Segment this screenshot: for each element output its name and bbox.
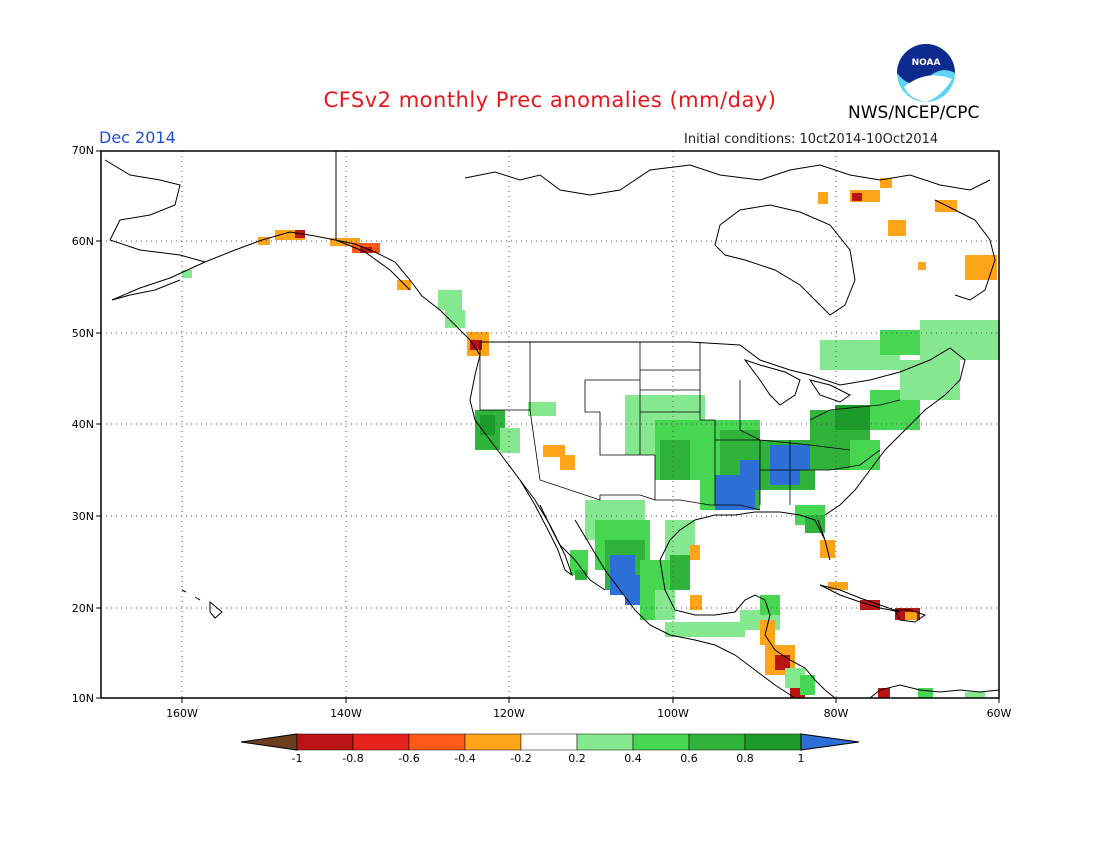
colorbar-segment: [464, 733, 522, 751]
anomaly-cell: [878, 688, 890, 698]
anomaly-cell: [655, 590, 675, 620]
noaa-logo-text: NOAA: [912, 58, 941, 68]
lat-label-60n: 60N: [71, 235, 94, 248]
anomaly-cell: [670, 555, 690, 590]
state-borders: [479, 342, 901, 511]
colorbar-tick-label: 0.8: [736, 752, 754, 765]
forecast-month: Dec 2014: [99, 128, 176, 147]
anomaly-cell: [275, 230, 305, 240]
colorbar-segment: [744, 733, 802, 751]
anomaly-cell: [800, 675, 815, 695]
colorbar-tick-label: 1: [797, 752, 805, 765]
colorbar-tick-label: 0.6: [680, 752, 698, 765]
anomaly-cell: [665, 622, 745, 637]
colorbar-segment: [632, 733, 690, 751]
anomaly-cell: [575, 570, 587, 580]
colorbar-tick-label: -0.4: [454, 752, 476, 765]
anomaly-cell: [850, 440, 880, 470]
lon-label-120w: 120W: [493, 707, 525, 720]
colorbar-segment: [688, 733, 746, 751]
lat-label-30n: 30N: [71, 510, 94, 523]
anomaly-cell: [560, 455, 575, 470]
colorbar-tick-label: -1: [291, 752, 303, 765]
anomaly-cell: [500, 428, 520, 453]
lat-label-50n: 50N: [71, 327, 94, 340]
anomaly-cell: [880, 330, 920, 355]
anomaly-cell: [918, 688, 933, 698]
anomaly-cell: [760, 595, 780, 615]
anomaly-cell: [888, 220, 906, 236]
initial-conditions: Initial conditions: 10ct2014-10Oct2014: [684, 132, 939, 147]
anomaly-cells: [182, 178, 1000, 698]
colorbar-tick-label: -0.8: [342, 752, 364, 765]
anomaly-cell: [920, 320, 1000, 360]
colorbar-segment: [576, 733, 634, 751]
chart-title: CFSv2 monthly Prec anomalies (mm/day): [323, 88, 777, 112]
colorbar-segment: [408, 733, 466, 751]
anomaly-cell: [775, 655, 790, 670]
anomaly-cell: [480, 415, 495, 435]
colorbar-segment: [352, 733, 410, 751]
anomaly-cell: [805, 515, 825, 533]
colorbar-tick-label: -0.2: [510, 752, 532, 765]
anomaly-cell: [660, 440, 690, 480]
tick-marks: [96, 150, 1000, 703]
lon-label-80w: 80W: [823, 707, 849, 720]
colorbar-segment: [520, 733, 578, 751]
anomaly-cell: [445, 310, 465, 328]
anomaly-cell: [528, 402, 556, 416]
anomaly-cell: [790, 688, 805, 698]
anomaly-cell: [690, 595, 702, 610]
lon-label-140w: 140W: [330, 707, 362, 720]
anomaly-cell: [900, 360, 960, 400]
anomaly-cell: [965, 692, 985, 698]
anomaly-cell: [760, 620, 775, 645]
coastlines: [104, 151, 1000, 699]
anomaly-cell: [818, 192, 828, 204]
colorbar-arrow-high: [800, 733, 860, 751]
noaa-logo: NOAA: [897, 44, 955, 102]
anomaly-cell: [543, 445, 565, 457]
colorbar-tick-label: 0.2: [568, 752, 586, 765]
lon-label-60w: 60W: [986, 707, 1012, 720]
anomaly-cell: [690, 545, 700, 560]
colorbar-segment: [296, 733, 354, 751]
lat-label-70n: 70N: [71, 144, 94, 157]
anomaly-cell: [918, 262, 926, 270]
anomaly-cell: [360, 247, 372, 253]
agency-label: NWS/NCEP/CPC: [848, 103, 980, 123]
anomaly-cell: [470, 340, 482, 350]
anomaly-cell: [570, 550, 588, 575]
anomaly-cell: [965, 255, 997, 280]
lat-label-40n: 40N: [71, 418, 94, 431]
anomaly-cell: [880, 178, 892, 188]
anomaly-cell: [397, 280, 411, 290]
colorbar-tick-label: 0.4: [624, 752, 642, 765]
lat-label-10n: 10N: [71, 692, 94, 705]
colorbar: [240, 733, 860, 751]
anomaly-cell: [852, 193, 862, 201]
lat-label-20n: 20N: [71, 602, 94, 615]
anomaly-cell: [828, 582, 848, 590]
anomaly-cell: [438, 290, 462, 310]
anomaly-cell: [258, 237, 270, 245]
colorbar-tick-label: -0.6: [398, 752, 420, 765]
colorbar-arrow-low: [240, 733, 298, 751]
anomaly-cell: [905, 612, 917, 620]
lon-label-100w: 100W: [657, 707, 689, 720]
lon-label-160w: 160W: [166, 707, 198, 720]
anomaly-cell: [182, 270, 192, 278]
